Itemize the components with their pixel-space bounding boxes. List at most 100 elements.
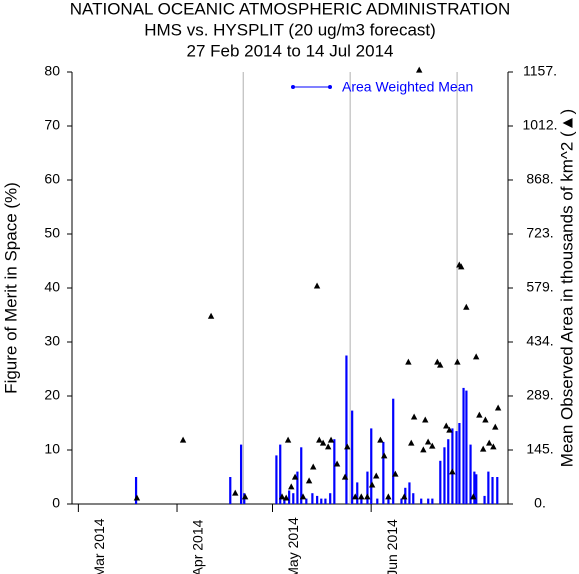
bar — [420, 498, 423, 504]
y2-tick-label: 579. — [526, 279, 553, 295]
x-tick-label: Jun 2014 — [384, 519, 400, 574]
bar — [400, 498, 403, 504]
triangle-marker — [278, 493, 286, 500]
bar — [376, 498, 379, 504]
triangle-marker — [179, 436, 187, 443]
bar — [487, 471, 490, 504]
triangle-marker — [424, 438, 432, 445]
bar — [320, 498, 323, 504]
bar — [279, 444, 282, 504]
triangle-marker — [288, 483, 295, 490]
y-tick-label: 50 — [44, 225, 60, 241]
triangle-marker — [420, 446, 427, 453]
triangle-marker — [405, 358, 412, 365]
y-tick-label: 60 — [44, 171, 60, 187]
bar — [300, 447, 303, 504]
bar — [387, 495, 390, 504]
legend-dot — [328, 85, 332, 89]
bar — [311, 493, 314, 504]
triangle-marker — [490, 443, 497, 450]
y-tick-label: 10 — [44, 441, 60, 457]
triangle-marker — [429, 442, 436, 449]
triangle-marker — [443, 422, 450, 429]
bar — [229, 477, 232, 504]
triangle-marker — [207, 312, 215, 319]
bar — [333, 439, 336, 504]
triangle-marker — [232, 489, 239, 496]
triangle-marker — [416, 66, 423, 73]
bar — [455, 431, 458, 504]
triangle-marker — [482, 416, 489, 423]
triangle-marker — [476, 411, 483, 418]
bar — [324, 498, 327, 504]
bar — [329, 493, 332, 504]
triangle-marker — [401, 493, 408, 500]
triangle-marker — [434, 358, 441, 365]
triangle-marker — [284, 436, 292, 443]
bar — [382, 441, 385, 504]
date-range: 27 Feb 2014 to 14 Jul 2014 — [187, 41, 394, 60]
bar — [462, 387, 465, 504]
triangle-marker — [319, 439, 327, 446]
bar — [370, 428, 373, 504]
triangle-marker — [344, 443, 351, 450]
triangle-marker — [291, 473, 299, 480]
bar — [356, 482, 359, 504]
triangle-marker — [282, 494, 290, 501]
x-tick-label: Mar 2014 — [91, 518, 107, 574]
y2-tick-label: 723. — [526, 225, 553, 241]
bar — [439, 460, 442, 504]
triangle-marker — [310, 463, 317, 470]
triangle-marker — [133, 494, 141, 501]
bar — [283, 498, 286, 504]
triangle-marker — [316, 436, 323, 443]
triangle-marker — [492, 423, 499, 430]
triangle-marker — [422, 416, 429, 423]
bar — [431, 498, 434, 504]
triangle-marker — [470, 493, 477, 500]
bar — [475, 474, 478, 504]
y-tick-label: 0 — [52, 495, 60, 511]
triangle-marker — [368, 481, 376, 488]
y2-tick-label: 1012. — [522, 117, 557, 133]
bar — [351, 410, 354, 504]
bar — [447, 439, 450, 504]
triangle-marker — [458, 263, 465, 270]
bar — [292, 493, 295, 504]
x-tick-label: Apr 2014 — [190, 519, 206, 574]
triangle-marker — [299, 493, 307, 500]
triangle-marker — [463, 303, 470, 310]
bar — [451, 428, 454, 504]
bar — [427, 498, 430, 504]
bar — [408, 482, 411, 504]
bar — [496, 477, 499, 504]
bar — [239, 444, 243, 504]
chart-subtitle: HMS vs. HYSPLIT (20 ug/m3 forecast) — [144, 20, 436, 39]
bar — [412, 493, 415, 504]
triangle-marker — [324, 443, 332, 450]
triangle-marker — [341, 473, 349, 480]
triangle-marker — [410, 413, 418, 420]
bar — [360, 498, 363, 504]
triangle-marker — [327, 436, 335, 443]
y-tick-label: 40 — [44, 279, 60, 295]
bar — [483, 495, 486, 504]
y2-tick-label: 0. — [534, 495, 546, 511]
bar — [443, 447, 446, 504]
triangle-marker — [449, 468, 456, 475]
bar — [305, 498, 308, 504]
legend-label: Area Weighted Mean — [342, 79, 473, 95]
bar — [316, 495, 319, 504]
y2-tick-label: 434. — [526, 333, 553, 349]
x-tick-label: May 2014 — [285, 517, 301, 574]
chart-title: NATIONAL OCEANIC ATMOSPHERIC ADMINISTRAT… — [70, 0, 510, 18]
y-tick-label: 20 — [44, 387, 60, 403]
triangle-marker — [486, 439, 493, 446]
triangle-marker — [352, 493, 359, 500]
triangle-marker — [364, 493, 371, 500]
bar — [134, 477, 138, 504]
y-tick-label: 30 — [44, 333, 60, 349]
bar — [473, 471, 476, 504]
triangle-marker — [392, 470, 399, 477]
